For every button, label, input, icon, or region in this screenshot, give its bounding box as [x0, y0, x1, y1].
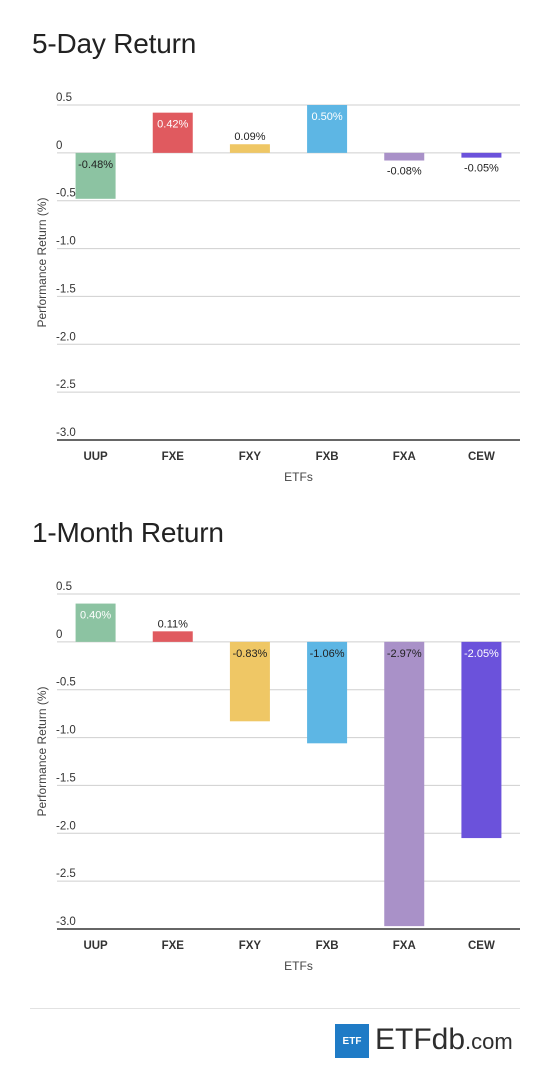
footer-divider: [30, 1008, 520, 1009]
bar-fxa: [384, 641, 425, 927]
bar-chart-1month: 0.5 0 -0.5 -1.0 -1.5 -2.0 -2.5 -3.0 Performance …: [35, 581, 520, 973]
x-tick-label: FXE: [162, 940, 185, 952]
bar-uup: [75, 603, 116, 642]
y-tick-label: -2.0: [56, 331, 76, 343]
x-tick-label: FXE: [162, 451, 185, 463]
etf-logo-icon: ETF: [335, 1024, 369, 1058]
x-tick-label: FXA: [393, 940, 416, 952]
data-label: -0.08%: [387, 166, 422, 178]
data-label: 0.42%: [157, 119, 188, 131]
chart-title-5day: 5-Day Return: [32, 28, 197, 59]
y-tick-label: 0.5: [56, 581, 72, 593]
y-tick-label: -1.5: [56, 772, 76, 784]
data-label: 0.40%: [80, 610, 111, 622]
y-axis-label: Performance Return (%): [35, 197, 49, 327]
data-label: -0.83%: [232, 648, 267, 660]
x-tick-label: UUP: [83, 940, 108, 952]
x-tick-label: CEW: [468, 451, 495, 463]
y-tick-label: -3.0: [56, 916, 76, 928]
bar-fxy: [229, 144, 270, 153]
bar-fxb: [307, 641, 348, 744]
y-tick-label: 0.5: [56, 92, 72, 104]
x-tick-label: FXY: [239, 451, 262, 463]
y-axis-label: Performance Return (%): [35, 686, 49, 816]
data-label: -2.97%: [387, 648, 422, 660]
x-tick-label: FXB: [316, 940, 339, 952]
x-tick-label: CEW: [468, 940, 495, 952]
data-label: 0.50%: [311, 111, 342, 123]
bar-chart-5day: 0.5 0 -0.5 -1.0 -1.5 -2.0 -2.5 -3.0 Performance …: [35, 92, 520, 484]
y-tick-label: -0.5: [56, 677, 76, 689]
data-label: -2.05%: [464, 648, 499, 660]
bar-uup: [75, 152, 116, 199]
data-label: 0.09%: [234, 131, 265, 143]
y-tick-label: -2.5: [56, 379, 76, 391]
logo-brand-suffix: .com: [465, 1029, 513, 1054]
data-label: -1.06%: [310, 648, 345, 660]
data-label: -0.05%: [464, 163, 499, 175]
bar-fxb: [307, 105, 348, 153]
logo-wordmark: ETFdb.com: [375, 1023, 513, 1059]
etfdb-logo[interactable]: ETF ETFdb.com: [335, 1023, 513, 1059]
bar-fxa: [384, 152, 425, 161]
bar-cew: [461, 641, 502, 839]
data-label: -0.48%: [78, 159, 113, 171]
y-tick-label: -3.0: [56, 427, 76, 439]
chart-title-1month: 1-Month Return: [32, 517, 224, 548]
y-tick-label: -2.5: [56, 868, 76, 880]
bar-fxe: [152, 631, 193, 642]
y-tick-label: 0: [56, 140, 62, 152]
y-tick-label: -0.5: [56, 188, 76, 200]
x-tick-label: FXY: [239, 940, 262, 952]
x-tick-label: UUP: [83, 451, 108, 463]
y-tick-label: -2.0: [56, 820, 76, 832]
bar-fxy: [229, 641, 270, 722]
x-tick-label: FXA: [393, 451, 416, 463]
logo-brand-main: ETF: [375, 1023, 432, 1056]
y-tick-label: 0: [56, 629, 62, 641]
x-tick-label: FXB: [316, 451, 339, 463]
y-tick-label: -1.0: [56, 725, 76, 737]
y-tick-label: -1.5: [56, 283, 76, 295]
bar-cew: [461, 152, 502, 158]
x-axis-label: ETFs: [284, 959, 313, 973]
bar-fxe: [152, 112, 193, 153]
logo-brand-db: db: [431, 1023, 466, 1056]
x-axis-label: ETFs: [284, 470, 313, 484]
y-tick-label: -1.0: [56, 236, 76, 248]
data-label: 0.11%: [158, 618, 189, 630]
